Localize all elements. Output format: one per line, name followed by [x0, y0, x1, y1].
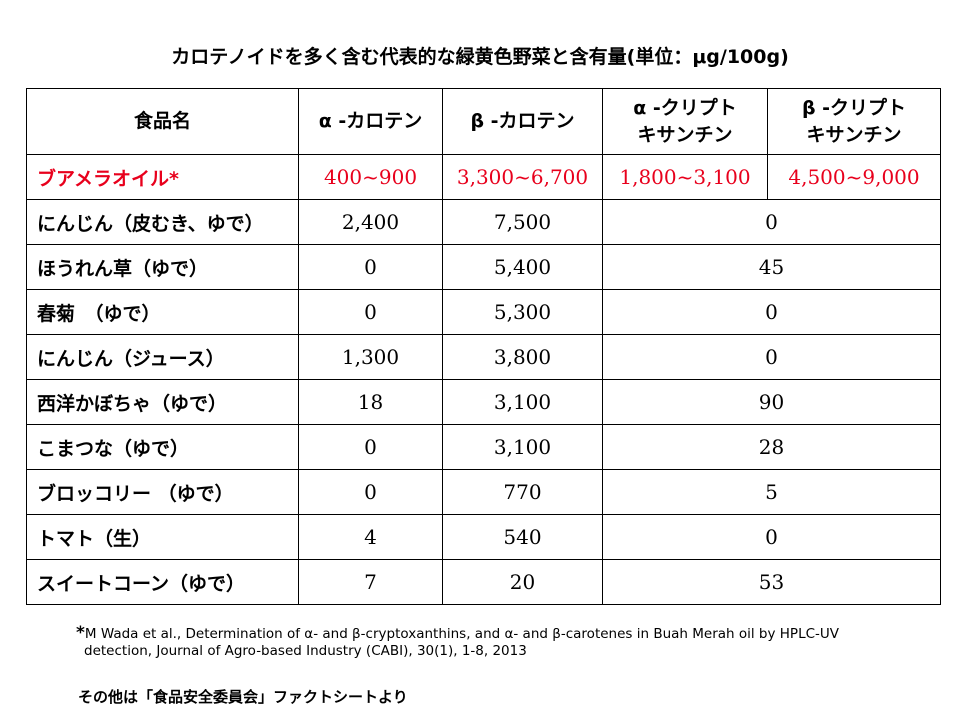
- carotenoid-table: 食品名 α -カロテン β -カロテン α -クリプト キサンチン β -クリプ…: [26, 88, 941, 605]
- cell-cryptoxanthin: 0: [602, 199, 941, 245]
- cell-cryptoxanthin: 0: [602, 514, 941, 560]
- header-alpha-carotene: α -カロテン: [298, 88, 443, 155]
- cell-alpha-carotene: 2,400: [298, 199, 443, 245]
- cell-cryptoxanthin: 90: [602, 379, 941, 425]
- cell-food-name: ブアメラオイル*: [26, 154, 299, 200]
- header-beta-crypto-line1: β -クリプト: [801, 96, 907, 119]
- header-food-name: 食品名: [26, 88, 299, 155]
- header-alpha-crypto-line2: キサンチン: [637, 123, 733, 146]
- cell-alpha-carotene: 0: [298, 469, 443, 515]
- cell-beta-carotene: 770: [442, 469, 603, 515]
- table-row: にんじん（ジュース） 1,300 3,800 0: [26, 334, 941, 380]
- cell-alpha-carotene: 7: [298, 559, 443, 605]
- cell-alpha-carotene: 18: [298, 379, 443, 425]
- cell-food-name: トマト（生）: [26, 514, 299, 560]
- table-row: 春菊 （ゆで） 0 5,300 0: [26, 289, 941, 335]
- cell-beta-carotene: 5,300: [442, 289, 603, 335]
- cell-beta-cryptoxanthin: 4,500~9,000: [767, 154, 941, 200]
- cell-food-name: ブロッコリー （ゆで）: [26, 469, 299, 515]
- header-alpha-crypto-line1: α -クリプト: [633, 96, 737, 119]
- cell-food-name: にんじん（皮むき、ゆで）: [26, 199, 299, 245]
- cell-food-name: 春菊 （ゆで）: [26, 289, 299, 335]
- cell-beta-carotene: 3,100: [442, 424, 603, 470]
- footnote-line2: detection, Journal of Agro-based Industr…: [84, 643, 527, 659]
- cell-beta-carotene: 3,300~6,700: [442, 154, 603, 200]
- cell-cryptoxanthin: 5: [602, 469, 941, 515]
- cell-food-name: 西洋かぼちゃ（ゆで）: [26, 379, 299, 425]
- footnote: *M Wada et al., Determination of α- and …: [76, 625, 936, 660]
- cell-cryptoxanthin: 53: [602, 559, 941, 605]
- footnote-marker: *: [76, 623, 85, 643]
- cell-beta-carotene: 3,800: [442, 334, 603, 380]
- cell-beta-carotene: 540: [442, 514, 603, 560]
- cell-alpha-carotene: 400~900: [298, 154, 443, 200]
- table-row: 西洋かぼちゃ（ゆで） 18 3,100 90: [26, 379, 941, 425]
- footnote-line1: M Wada et al., Determination of α- and β…: [84, 626, 840, 642]
- cell-alpha-carotene: 0: [298, 424, 443, 470]
- cell-alpha-carotene: 1,300: [298, 334, 443, 380]
- cell-beta-carotene: 3,100: [442, 379, 603, 425]
- cell-beta-carotene: 7,500: [442, 199, 603, 245]
- table-row: こまつな（ゆで） 0 3,100 28: [26, 424, 941, 470]
- cell-beta-carotene: 5,400: [442, 244, 603, 290]
- cell-alpha-cryptoxanthin: 1,800~3,100: [602, 154, 768, 200]
- header-beta-cryptoxanthin: β -クリプト キサンチン: [767, 88, 941, 155]
- header-beta-crypto-line2: キサンチン: [806, 123, 902, 146]
- source-note: その他は「食品安全委員会」ファクトシートより: [78, 688, 408, 706]
- cell-cryptoxanthin: 0: [602, 334, 941, 380]
- page-title: カロテノイドを多く含む代表的な緑黄色野菜と含有量(単位：μg/100g): [171, 46, 789, 68]
- header-alpha-cryptoxanthin: α -クリプト キサンチン: [602, 88, 768, 155]
- cell-cryptoxanthin: 45: [602, 244, 941, 290]
- cell-alpha-carotene: 4: [298, 514, 443, 560]
- table-row: トマト（生） 4 540 0: [26, 514, 941, 560]
- table-header-row: 食品名 α -カロテン β -カロテン α -クリプト キサンチン β -クリプ…: [26, 88, 941, 155]
- cell-food-name: スイートコーン（ゆで）: [26, 559, 299, 605]
- cell-cryptoxanthin: 28: [602, 424, 941, 470]
- cell-beta-carotene: 20: [442, 559, 603, 605]
- table-row-buah-merah: ブアメラオイル* 400~900 3,300~6,700 1,800~3,100…: [26, 154, 941, 200]
- table-row: ほうれん草（ゆで） 0 5,400 45: [26, 244, 941, 290]
- cell-food-name: ほうれん草（ゆで）: [26, 244, 299, 290]
- cell-cryptoxanthin: 0: [602, 289, 941, 335]
- table-row: スイートコーン（ゆで） 7 20 53: [26, 559, 941, 605]
- cell-food-name: にんじん（ジュース）: [26, 334, 299, 380]
- header-beta-carotene: β -カロテン: [442, 88, 603, 155]
- cell-alpha-carotene: 0: [298, 289, 443, 335]
- cell-food-name: こまつな（ゆで）: [26, 424, 299, 470]
- table-row: ブロッコリー （ゆで） 0 770 5: [26, 469, 941, 515]
- cell-alpha-carotene: 0: [298, 244, 443, 290]
- table-row: にんじん（皮むき、ゆで） 2,400 7,500 0: [26, 199, 941, 245]
